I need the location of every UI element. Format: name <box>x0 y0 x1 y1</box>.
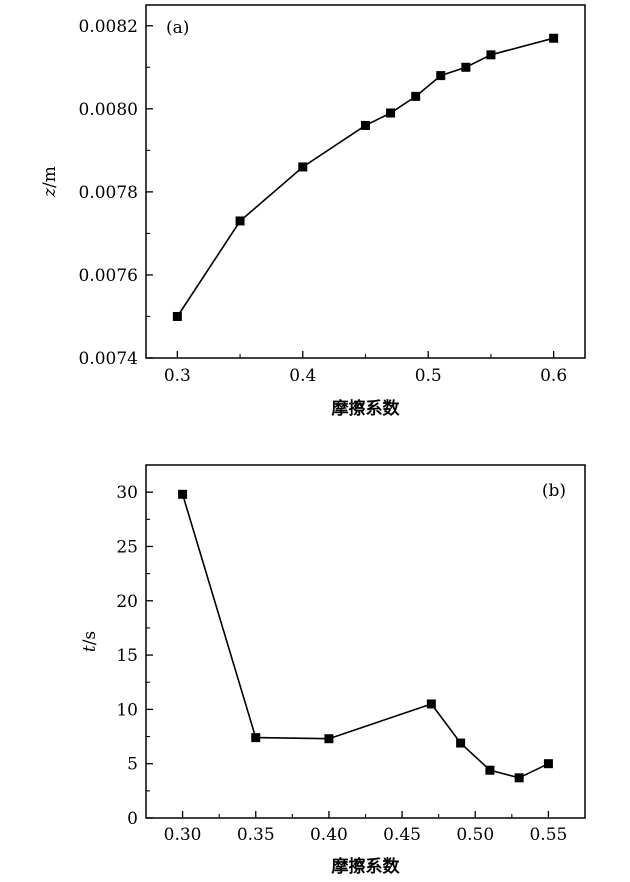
x-tick-label: 0.45 <box>383 825 421 845</box>
x-tick-label: 0.6 <box>540 366 567 386</box>
y-axis-unit: /m <box>40 166 60 188</box>
data-point <box>543 759 553 769</box>
x-tick-label: 0.3 <box>164 366 191 386</box>
y-tick-label: 0.0082 <box>79 17 138 37</box>
x-tick-label: 0.5 <box>415 366 442 386</box>
data-point <box>456 738 466 748</box>
series-line <box>181 494 549 779</box>
data-point <box>178 489 188 499</box>
plot-frame <box>145 464 586 819</box>
data-point <box>411 91 421 101</box>
data-point <box>486 50 496 60</box>
data-point <box>485 765 495 775</box>
panel-label: (a) <box>166 18 189 38</box>
x-axis-title: 摩擦系数 <box>332 856 401 877</box>
data-point <box>426 699 436 709</box>
y-tick-label: 5 <box>127 755 138 775</box>
chart-panel-b: 0.30 0.35 0.40 0.45 0.50 0.55 0 5 10 15 20 25 30 摩擦系数… <box>80 464 586 877</box>
series-line <box>176 37 554 317</box>
x-tick-label: 0.4 <box>289 366 316 386</box>
y-tick-label: 10 <box>116 700 138 720</box>
x-tick-label: 0.55 <box>529 825 567 845</box>
y-axis-variable: z <box>40 187 60 198</box>
data-point <box>251 733 261 743</box>
x-axis-title: 摩擦系数 <box>332 398 401 419</box>
y-tick-label: 0.0078 <box>79 183 138 203</box>
y-tick-label: 0 <box>127 809 138 829</box>
data-point <box>298 162 308 172</box>
y-tick-label: 0.0080 <box>79 100 138 120</box>
x-tick-label: 0.40 <box>310 825 348 845</box>
chart-panel-a: 0.3 0.4 0.5 0.6 0.0074 0.0076 0.0078 0.0080 0.00… <box>40 4 586 419</box>
data-point <box>172 311 182 321</box>
y-tick-label: 15 <box>116 646 138 666</box>
y-tick-label: 0.0076 <box>79 266 138 286</box>
y-axis-title: z/m <box>40 166 60 198</box>
x-tick-label: 0.50 <box>456 825 494 845</box>
y-axis-variable: t <box>80 645 100 652</box>
y-axis-title: t/s <box>80 631 100 652</box>
data-point <box>514 773 524 783</box>
y-tick-label: 25 <box>116 537 138 557</box>
y-tick-label: 30 <box>116 483 138 503</box>
x-tick-label: 0.35 <box>237 825 275 845</box>
data-point <box>436 71 446 81</box>
y-tick-label: 20 <box>116 592 138 612</box>
panel-label: (b) <box>542 481 566 501</box>
data-point <box>386 108 396 118</box>
data-point <box>324 734 334 744</box>
x-tick-label: 0.30 <box>164 825 202 845</box>
data-point <box>361 120 370 130</box>
data-point <box>461 62 471 72</box>
y-tick-label: 0.0074 <box>79 349 138 369</box>
data-point <box>235 216 245 226</box>
plot-frame <box>145 4 586 359</box>
y-axis-unit: /s <box>80 631 100 645</box>
data-point <box>549 33 559 43</box>
